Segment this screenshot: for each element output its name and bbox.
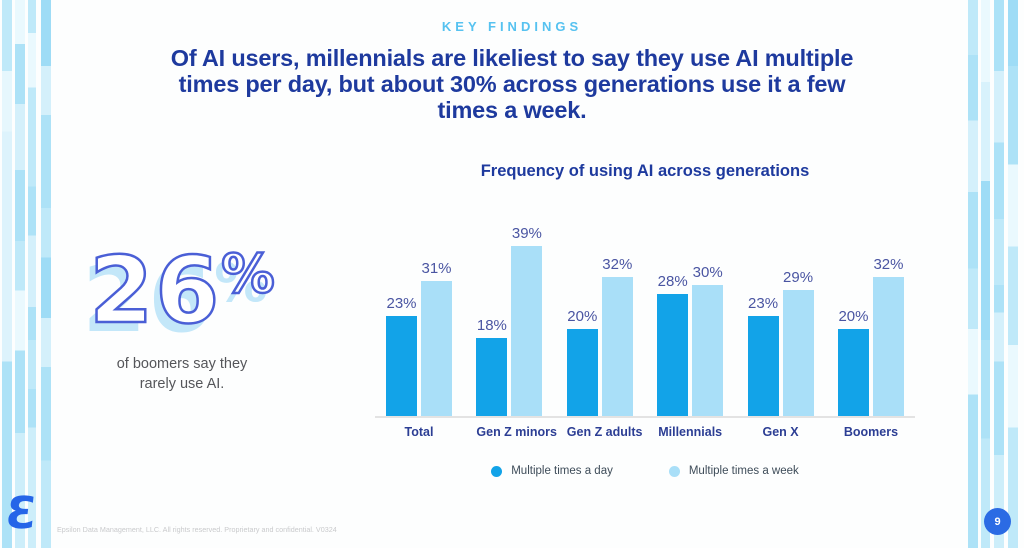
- category-label: Millennials: [658, 425, 723, 439]
- bar-wrap: 23%: [386, 295, 417, 416]
- bar: [837, 329, 869, 416]
- bar-group: 23% 31%: [386, 260, 452, 416]
- bar-wrap: 32%: [872, 256, 904, 416]
- category-label: Boomers: [843, 425, 899, 439]
- bar-group: 23% 29%: [747, 269, 814, 416]
- bar-value-label: 20%: [567, 308, 598, 325]
- bar-value-label: 30%: [692, 264, 723, 281]
- legend-item: Multiple times a week: [668, 465, 799, 477]
- legend-label: Multiple times a week: [688, 465, 799, 477]
- stat-callout: 26% of boomers say they rarely use AI.: [62, 224, 302, 394]
- stat-caption: of boomers say they rarely use AI.: [116, 356, 248, 392]
- bar-chart: 23% 31% 18% 39% 20% 32% 28% 30% 23% 29% 20% 32% Tot…: [375, 220, 915, 477]
- chart-title: Frequency of using AI across generations: [480, 162, 810, 180]
- bar-wrap: 20%: [837, 308, 869, 416]
- bar-value-label: 23%: [748, 295, 779, 312]
- bar-value-label: 20%: [838, 308, 869, 325]
- bar-value-label: 39%: [511, 225, 542, 242]
- footer-copyright: Epsilon Data Management, LLC. All rights…: [57, 526, 337, 534]
- bar: [692, 285, 724, 416]
- bar-value-label: 28%: [657, 273, 688, 290]
- bar-value-label: 32%: [873, 256, 904, 273]
- bar-value-label: 18%: [476, 317, 507, 334]
- headline-line-2: times per day, but about 30% across gene…: [178, 71, 846, 97]
- bar-wrap: 29%: [782, 269, 814, 416]
- bar-wrap: 20%: [566, 308, 598, 416]
- page-number-badge: 9: [984, 508, 1011, 535]
- bar: [476, 338, 508, 416]
- chart-legend: Multiple times a day Multiple times a wee…: [375, 465, 915, 477]
- stat-percent-sign: %: [220, 241, 276, 307]
- bar-value-label: 23%: [386, 295, 417, 312]
- bar-wrap: 30%: [692, 264, 724, 416]
- category-label: Total: [404, 425, 434, 439]
- bar: [421, 281, 452, 416]
- bar-value-label: 32%: [602, 256, 633, 273]
- bar-value-label: 31%: [421, 260, 452, 277]
- bar: [386, 316, 417, 416]
- stat-value: 26: [88, 237, 222, 344]
- bar: [782, 290, 814, 416]
- bar: [511, 246, 543, 416]
- decorative-stripe-left-1: [2, 0, 12, 548]
- bar-wrap: 32%: [601, 256, 633, 416]
- bar: [566, 329, 598, 416]
- legend-label: Multiple times a day: [511, 465, 613, 477]
- category-label: Gen Z adults: [566, 425, 643, 439]
- bar: [657, 294, 689, 416]
- category-label: Gen X: [762, 425, 799, 439]
- page-title: Of AI users, millennials are likeliest t…: [60, 45, 964, 123]
- legend-dot-icon: [668, 465, 680, 477]
- bar-value-label: 29%: [783, 269, 814, 286]
- bar: [601, 277, 633, 416]
- chart-plot: 23% 31% 18% 39% 20% 32% 28% 30% 23% 29% 20% 32%: [375, 220, 915, 418]
- bar-wrap: 18%: [476, 317, 508, 416]
- chart-x-labels: Total Gen Z minors Gen Z adults Millennials…: [375, 425, 915, 439]
- bar: [872, 277, 904, 416]
- bar: [747, 316, 779, 416]
- decorative-stripe-right-3: [994, 0, 1004, 548]
- decorative-stripe-right-1: [968, 0, 978, 548]
- decorative-stripe-right-2: [981, 0, 990, 548]
- category-label: Gen Z minors: [476, 425, 557, 439]
- legend-dot-icon: [491, 465, 503, 477]
- stat-number: 26%: [62, 224, 302, 344]
- eyebrow-label: KEY FINDINGS: [441, 19, 583, 34]
- bar-group: 28% 30%: [657, 264, 724, 416]
- headline-line-1: Of AI users, millennials are likeliest t…: [170, 45, 854, 71]
- bar-wrap: 23%: [747, 295, 779, 416]
- decorative-stripe-left-3: [28, 0, 36, 548]
- decorative-stripe-left-4: [41, 0, 51, 548]
- bar-group: 20% 32%: [837, 256, 904, 416]
- bar-wrap: 39%: [511, 225, 543, 416]
- epsilon-logo-icon: Ɛ: [3, 488, 40, 539]
- decorative-stripe-left-2: [15, 0, 25, 548]
- bar-group: 18% 39%: [476, 225, 543, 416]
- decorative-stripe-right-4: [1008, 0, 1018, 548]
- bar-wrap: 28%: [657, 273, 689, 416]
- bar-wrap: 31%: [421, 260, 452, 416]
- bar-group: 20% 32%: [566, 256, 633, 416]
- legend-item: Multiple times a day: [491, 465, 613, 477]
- headline-line-3: times a week.: [437, 97, 587, 123]
